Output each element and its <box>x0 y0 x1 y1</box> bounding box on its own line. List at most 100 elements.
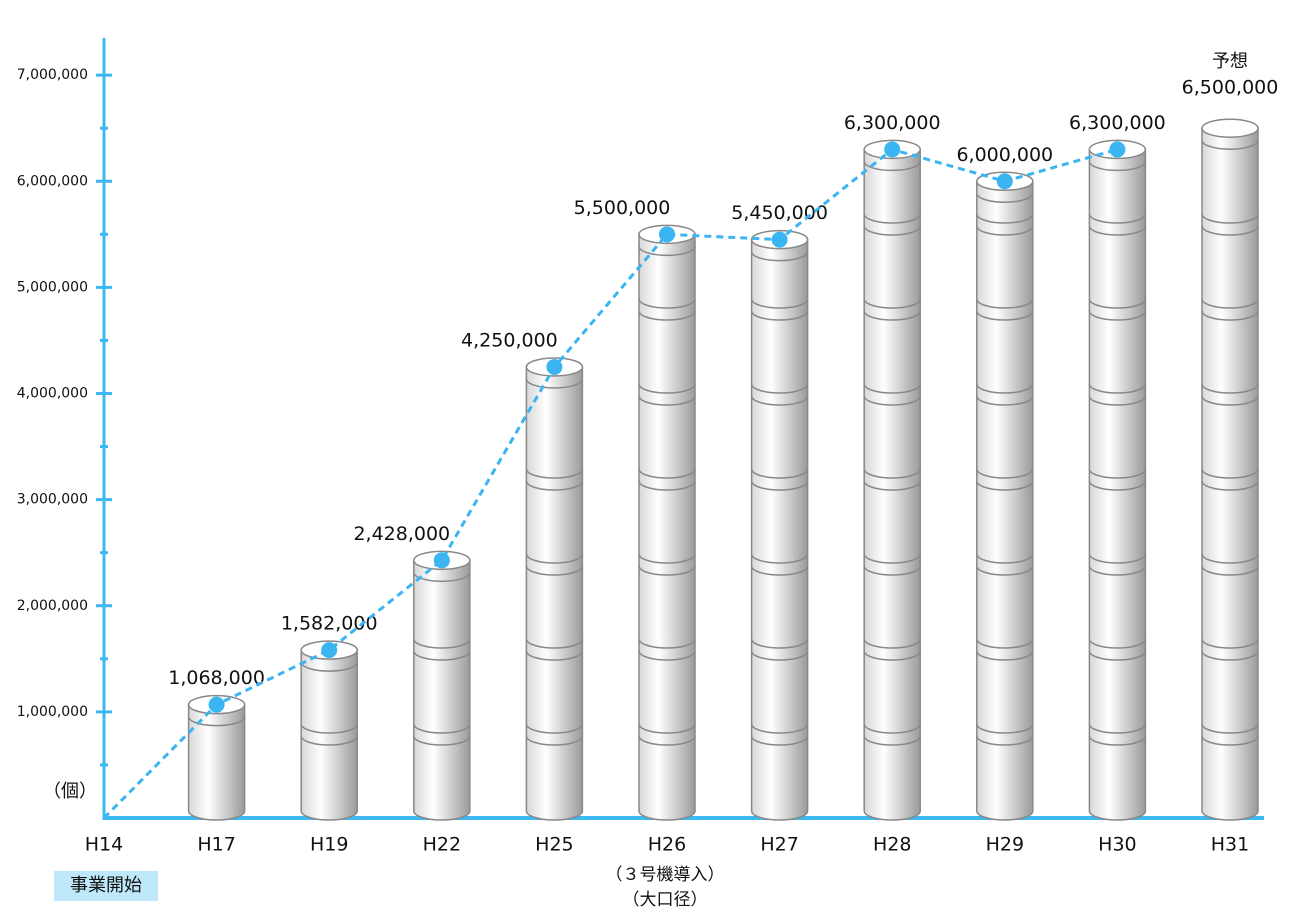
x-tick-label: H14 <box>85 834 123 856</box>
point <box>546 358 563 375</box>
cylinder-part <box>863 213 921 224</box>
cylinder-part <box>638 565 696 576</box>
cylinder-part <box>1201 383 1259 394</box>
cylinder-part <box>1201 140 1259 150</box>
x-tick-label: H31 <box>1211 834 1249 856</box>
cylinder-part <box>976 723 1034 734</box>
value-label: 5,450,000 <box>731 202 828 224</box>
point <box>884 141 901 158</box>
point <box>659 226 675 243</box>
value-label: 4,250,000 <box>461 329 558 351</box>
value-label: 6,500,000 <box>1182 77 1279 99</box>
cylinder-part <box>1201 735 1259 746</box>
cylinder-part <box>638 246 696 257</box>
y-tick-label: 5,000,000 <box>17 279 88 295</box>
cylinder-part <box>525 553 584 564</box>
cylinder-part <box>525 378 584 389</box>
cylinder-part <box>976 310 1034 321</box>
y-tick-label: 7,000,000 <box>17 67 88 83</box>
cylinder-part <box>863 225 921 236</box>
cylinder-part <box>1201 310 1259 321</box>
cylinder-part <box>187 716 246 727</box>
value-label: 6,300,000 <box>1069 112 1166 134</box>
cylinder-part <box>1201 225 1259 236</box>
cylinder <box>863 139 921 821</box>
cylinder-part <box>525 480 584 491</box>
cylinder <box>300 640 358 821</box>
value-label: 1,068,000 <box>168 667 265 689</box>
cylinder-part <box>750 251 809 262</box>
cylinder-part <box>300 735 358 746</box>
y-tick-label: 2,000,000 <box>17 598 88 614</box>
cylinder-part <box>413 638 471 649</box>
cylinder-part <box>525 565 584 576</box>
cylinder <box>413 550 471 821</box>
cylinder-part <box>638 468 696 479</box>
cylinder <box>187 694 246 821</box>
x-tick-label: H29 <box>986 834 1024 856</box>
cylinder <box>1201 118 1259 821</box>
y-tick-label: 3,000,000 <box>17 492 88 508</box>
cylinder-part <box>863 395 921 406</box>
cylinder-part <box>1201 480 1259 491</box>
cylinder-part <box>976 650 1034 661</box>
forecast-label: 予想 <box>1212 51 1248 72</box>
cylinder-part <box>1201 468 1259 479</box>
cylinder-part <box>638 638 696 649</box>
cylinder-part <box>413 559 471 821</box>
cylinder-part <box>1088 395 1147 406</box>
cylinder-part <box>750 480 809 491</box>
point <box>208 696 225 713</box>
cylinder-part <box>750 298 809 309</box>
cylinder-part <box>1088 650 1147 661</box>
cylinder-part <box>750 565 809 576</box>
cylinder-part <box>413 735 471 746</box>
cylinder-part <box>863 148 921 821</box>
cylinder <box>750 229 809 821</box>
cylinder-part <box>1201 553 1259 564</box>
cylinder-part <box>863 161 921 172</box>
cylinder-part <box>1088 723 1147 734</box>
cylinder-part <box>638 553 696 564</box>
cylinder <box>976 171 1034 821</box>
cylinder-part <box>1088 735 1147 746</box>
x-tick-label: H22 <box>423 834 461 856</box>
cylinder-part <box>750 468 809 479</box>
x-tick-label: H17 <box>197 834 235 856</box>
x-tick-label: H30 <box>1098 834 1136 856</box>
x-tick-label: H19 <box>310 834 348 856</box>
cylinder-part <box>1201 395 1259 406</box>
point <box>433 552 450 569</box>
cylinder-part <box>1088 310 1147 321</box>
cylinder-part <box>750 723 809 734</box>
point <box>771 231 788 248</box>
cylinder-part <box>1088 383 1147 394</box>
cylinder-part <box>976 480 1034 491</box>
unit-label: （個） <box>43 781 97 802</box>
cylinder-part <box>750 650 809 661</box>
cylinder-part <box>638 480 696 491</box>
start-note-bg <box>54 871 158 901</box>
cylinder-part <box>976 298 1034 309</box>
cylinder-part <box>863 565 921 576</box>
cylinder-part <box>976 383 1034 394</box>
point <box>321 642 338 659</box>
cylinder-part <box>863 480 921 491</box>
cylinder-part <box>300 661 358 672</box>
cylinder-part <box>750 238 809 821</box>
cylinder-part <box>1088 468 1147 479</box>
cylinder-part <box>638 310 696 321</box>
value-label: 5,500,000 <box>574 197 671 219</box>
note: （３号機導入） <box>606 865 725 885</box>
cylinder-part <box>1201 723 1259 734</box>
cylinder-part <box>863 650 921 661</box>
cylinder <box>1088 139 1147 821</box>
cylinder-part <box>1201 298 1259 309</box>
cylinder-part <box>525 735 584 746</box>
cylinder-part <box>638 383 696 394</box>
cylinder-part <box>413 650 471 661</box>
cylinder-part <box>638 395 696 406</box>
trend-line <box>102 147 1118 820</box>
cylinder-part <box>1201 213 1259 224</box>
